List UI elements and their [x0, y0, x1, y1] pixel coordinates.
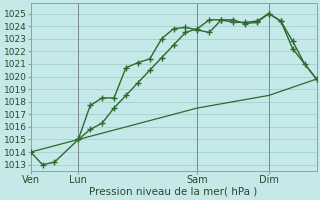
X-axis label: Pression niveau de la mer( hPa ): Pression niveau de la mer( hPa )	[90, 187, 258, 197]
